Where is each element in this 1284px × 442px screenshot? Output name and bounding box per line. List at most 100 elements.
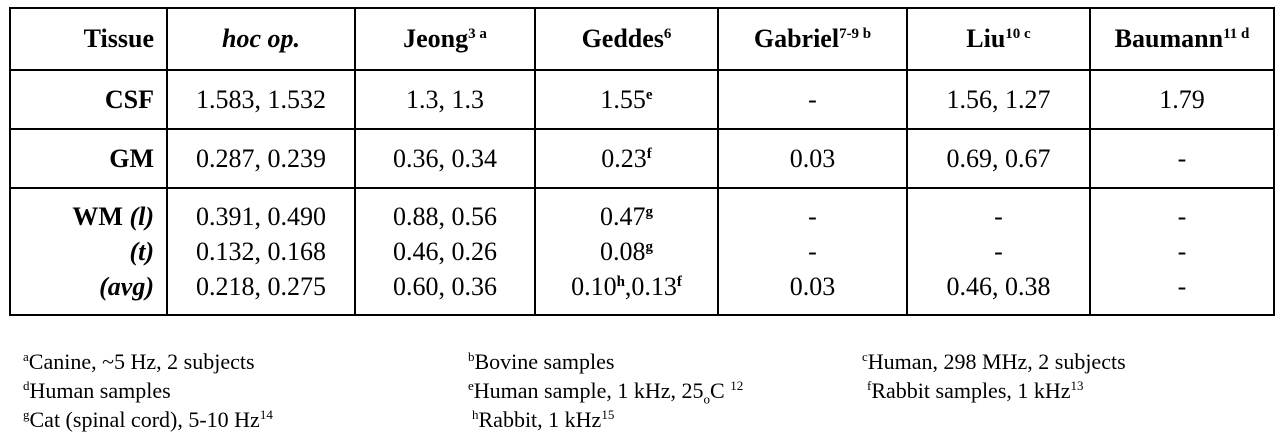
cell-wm-gabriel: - - 0.03 xyxy=(717,187,908,316)
cell-gm-geddes-ref: f xyxy=(646,145,652,162)
cell-wm-liu-avg: 0.46, 0.38 xyxy=(946,272,1051,301)
cell-gm-hoc: 0.287, 0.239 xyxy=(166,128,356,189)
cell-wm-liu-l: - xyxy=(994,202,1003,231)
footnote-g-text: Cat (spinal cord), 5-10 Hz xyxy=(29,407,260,432)
footnote-f-ref: 13 xyxy=(1070,378,1084,393)
header-jeong-ref: 3 a xyxy=(468,26,487,42)
cell-wm-hoc-avg: 0.218, 0.275 xyxy=(196,272,326,301)
footnote-d-mark: d xyxy=(23,378,30,393)
header-geddes-label: Geddes xyxy=(581,24,664,53)
footnote-b: bBovine samples xyxy=(468,348,614,376)
header-hoc-op: hoc op. xyxy=(166,7,356,71)
footnote-a-mark: a xyxy=(23,349,29,364)
footnote-e-mark: e xyxy=(468,378,474,393)
footnote-e-degree: o xyxy=(703,391,711,407)
footnote-c-mark: c xyxy=(862,349,868,364)
cell-csf-baumann: 1.79 xyxy=(1089,69,1275,130)
wm-label-t: (t) xyxy=(129,237,154,266)
header-liu-label: Liu xyxy=(966,24,1006,53)
header-jeong: Jeong3 a xyxy=(354,7,536,71)
footnote-d-text: Human samples xyxy=(29,378,171,403)
header-gabriel: Gabriel7-9 b xyxy=(717,7,908,71)
cell-wm-geddes-avg2-ref: f xyxy=(676,274,682,290)
header-geddes: Geddes6 xyxy=(534,7,719,71)
cell-wm-geddes-avg: 0.10h,0.13f xyxy=(546,269,707,304)
cell-wm-gabriel-l: - xyxy=(808,202,817,231)
header-gabriel-label: Gabriel xyxy=(753,24,840,53)
footnote-a-text: Canine, ~5 Hz, 2 subjects xyxy=(28,349,255,374)
cell-wm-geddes: 0.47g 0.08g 0.10h,0.13f xyxy=(534,187,719,316)
cell-gm-geddes: 0.23f xyxy=(534,128,719,189)
cell-wm-jeong: 0.88, 0.56 0.46, 0.26 0.60, 0.36 xyxy=(354,187,536,316)
footnote-f-text: Rabbit samples, 1 kHz xyxy=(871,378,1071,403)
cell-wm-geddes-t: 0.08g xyxy=(546,234,707,269)
cell-wm-hoc-l: 0.391, 0.490 xyxy=(196,202,326,231)
header-baumann-ref: 11 d xyxy=(1223,26,1250,42)
cell-wm-gabriel-avg: 0.03 xyxy=(789,272,836,301)
cell-wm-geddes-l-value: 0.47 xyxy=(600,202,646,231)
row-label-wm: WM (l) (t) (avg) xyxy=(9,187,168,316)
cell-csf-liu: 1.56, 1.27 xyxy=(906,69,1091,130)
header-row: Tissue hoc op. Jeong3 a Geddes6 Gabriel7… xyxy=(9,7,1275,71)
cell-wm-jeong-t: 0.46, 0.26 xyxy=(393,237,497,266)
cell-csf-geddes-ref: e xyxy=(645,86,653,103)
footnote-e-text: Human sample, 1 kHz, 25 xyxy=(473,378,704,403)
table-row-wm: WM (l) (t) (avg) 0.391, 0.490 0.132, 0.1… xyxy=(9,187,1275,316)
cell-wm-baumann: - - - xyxy=(1089,187,1275,316)
footnote-a: aCanine, ~5 Hz, 2 subjects xyxy=(23,348,255,376)
cell-wm-geddes-avg2-value: ,0.13 xyxy=(624,272,677,301)
footnote-c-text: Human, 298 MHz, 2 subjects xyxy=(867,349,1126,374)
header-liu-ref: 10 c xyxy=(1005,26,1031,42)
wm-label-l: WM (l) xyxy=(21,199,154,234)
wm-label: WM xyxy=(72,202,123,231)
cell-wm-baumann-t: - xyxy=(1177,237,1187,266)
header-geddes-ref: 6 xyxy=(663,26,672,42)
cell-gm-liu: 0.69, 0.67 xyxy=(906,128,1091,189)
cell-gm-geddes-value: 0.23 xyxy=(601,143,647,173)
cell-wm-jeong-avg: 0.60, 0.36 xyxy=(393,272,497,301)
cell-csf-geddes: 1.55e xyxy=(534,69,719,130)
cell-gm-jeong: 0.36, 0.34 xyxy=(354,128,536,189)
footnote-h-text: Rabbit, 1 kHz xyxy=(478,407,602,432)
cell-wm-geddes-l: 0.47g xyxy=(546,199,707,234)
cell-wm-geddes-t-ref: g xyxy=(645,239,654,255)
cell-wm-geddes-t-value: 0.08 xyxy=(600,237,646,266)
header-baumann: Baumann11 d xyxy=(1089,7,1275,71)
footnote-b-text: Bovine samples xyxy=(474,349,615,374)
cell-wm-geddes-avg1-ref: h xyxy=(616,274,625,290)
footnote-g-ref: 14 xyxy=(259,407,273,422)
cell-wm-geddes-avg1-value: 0.10 xyxy=(571,272,617,301)
cell-csf-hoc: 1.583, 1.532 xyxy=(166,69,356,130)
cell-wm-baumann-avg: - xyxy=(1177,272,1187,301)
wm-label-avg: (avg) xyxy=(99,272,154,301)
row-label-csf: CSF xyxy=(9,69,168,130)
cell-gm-baumann: - xyxy=(1089,128,1275,189)
cell-wm-hoc-t: 0.132, 0.168 xyxy=(196,237,326,266)
footnote-b-mark: b xyxy=(468,349,475,364)
cell-wm-gabriel-t: - xyxy=(808,237,817,266)
footnote-h-ref: 15 xyxy=(601,407,615,422)
cell-wm-baumann-l: - xyxy=(1177,202,1187,231)
footnote-h: hRabbit, 1 kHz15 xyxy=(472,406,614,434)
header-tissue: Tissue xyxy=(9,7,168,71)
row-label-gm: GM xyxy=(9,128,168,189)
wm-label-longitudinal: (l) xyxy=(129,202,154,231)
footnote-f: fRabbit samples, 1 kHz13 xyxy=(867,377,1084,405)
footnote-f-mark: f xyxy=(867,378,872,393)
cell-wm-liu-t: - xyxy=(994,237,1003,266)
footnote-e-tail: C xyxy=(710,378,731,403)
footnote-g-mark: g xyxy=(23,407,30,422)
cell-csf-jeong: 1.3, 1.3 xyxy=(354,69,536,130)
cell-csf-gabriel: - xyxy=(717,69,908,130)
footnote-e-ref: 12 xyxy=(730,378,744,393)
cell-wm-geddes-l-ref: g xyxy=(645,204,654,220)
cell-gm-gabriel: 0.03 xyxy=(717,128,908,189)
table-row-csf: CSF 1.583, 1.532 1.3, 1.3 1.55e - 1.56, … xyxy=(9,69,1275,130)
cell-csf-geddes-value: 1.55 xyxy=(600,84,646,114)
footnote-e: eHuman sample, 1 kHz, 25oC 12 xyxy=(468,377,743,413)
table-row-gm: GM 0.287, 0.239 0.36, 0.34 0.23f 0.03 0.… xyxy=(9,128,1275,189)
cell-wm-liu: - - 0.46, 0.38 xyxy=(906,187,1091,316)
conductivity-table: Tissue hoc op. Jeong3 a Geddes6 Gabriel7… xyxy=(9,7,1275,316)
header-liu: Liu10 c xyxy=(906,7,1091,71)
footnote-c: cHuman, 298 MHz, 2 subjects xyxy=(862,348,1126,376)
